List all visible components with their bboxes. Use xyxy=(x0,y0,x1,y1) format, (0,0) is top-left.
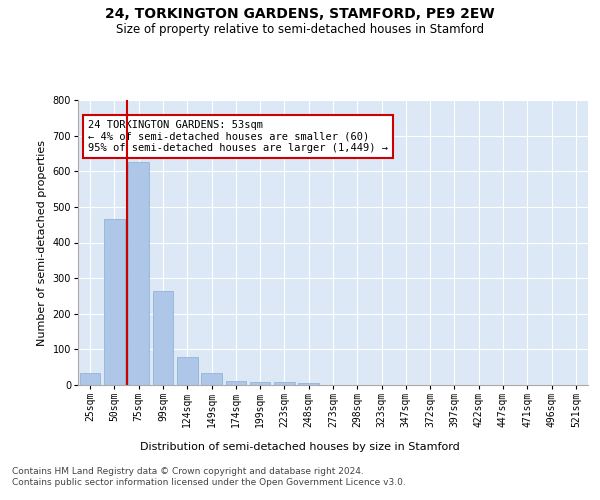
Text: 24, TORKINGTON GARDENS, STAMFORD, PE9 2EW: 24, TORKINGTON GARDENS, STAMFORD, PE9 2E… xyxy=(105,8,495,22)
Bar xyxy=(274,382,295,385)
Bar xyxy=(177,356,197,385)
Bar xyxy=(201,372,222,385)
Y-axis label: Number of semi-detached properties: Number of semi-detached properties xyxy=(37,140,47,346)
Bar xyxy=(104,220,125,385)
Bar xyxy=(128,162,149,385)
Bar xyxy=(250,382,271,385)
Text: 24 TORKINGTON GARDENS: 53sqm
← 4% of semi-detached houses are smaller (60)
95% o: 24 TORKINGTON GARDENS: 53sqm ← 4% of sem… xyxy=(88,120,388,153)
Bar xyxy=(226,380,246,385)
Text: Contains HM Land Registry data © Crown copyright and database right 2024.
Contai: Contains HM Land Registry data © Crown c… xyxy=(12,468,406,487)
Bar xyxy=(152,290,173,385)
Text: Size of property relative to semi-detached houses in Stamford: Size of property relative to semi-detach… xyxy=(116,22,484,36)
Text: Distribution of semi-detached houses by size in Stamford: Distribution of semi-detached houses by … xyxy=(140,442,460,452)
Bar xyxy=(298,383,319,385)
Bar xyxy=(80,372,100,385)
